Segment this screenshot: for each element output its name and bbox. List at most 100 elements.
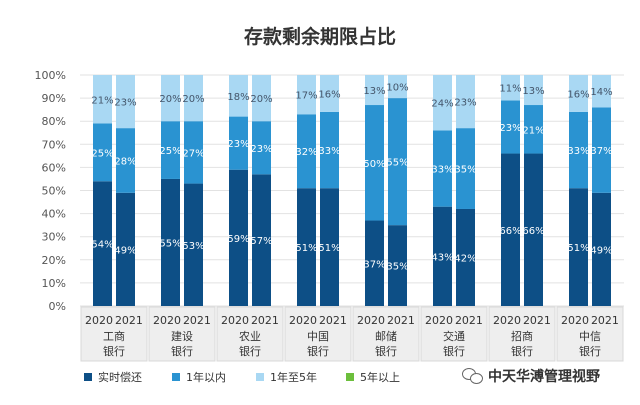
y-tick-label: 80% — [42, 115, 66, 128]
data-label: 16% — [567, 89, 589, 100]
data-label: 49% — [114, 245, 136, 256]
category-axis-cell — [284, 306, 352, 362]
data-label: 25% — [159, 146, 181, 157]
bar-segment — [524, 75, 543, 106]
data-label: 10% — [386, 83, 408, 94]
data-label: 55% — [159, 238, 181, 249]
x-bank-label: 银行 — [239, 344, 261, 358]
bar-segment — [569, 111, 588, 189]
data-label: 59% — [227, 234, 249, 245]
bar-segment — [320, 188, 339, 306]
data-label: 33% — [431, 165, 453, 176]
x-bank-label: 工商 — [103, 329, 125, 343]
y-tick-label: 30% — [42, 231, 66, 244]
x-year-label: 2020 — [425, 314, 453, 327]
data-label: 57% — [250, 236, 272, 247]
data-label: 18% — [227, 92, 249, 103]
data-label: 42% — [454, 253, 476, 264]
x-year-label: 2021 — [183, 314, 211, 327]
bar-segment — [524, 153, 543, 306]
bar-segment — [365, 220, 384, 306]
bar-segment — [93, 75, 112, 124]
data-label: 21% — [522, 125, 544, 136]
data-label: 24% — [431, 99, 453, 110]
category-axis-cell — [80, 306, 148, 362]
bar-segment — [93, 181, 112, 306]
data-label: 23% — [114, 98, 136, 109]
bar-segment — [365, 105, 384, 221]
data-label: 16% — [318, 89, 340, 100]
x-year-label: 2020 — [357, 314, 385, 327]
x-bank-label: 银行 — [103, 344, 125, 358]
data-label: 20% — [159, 94, 181, 105]
data-label: 17% — [295, 91, 317, 102]
x-year-label: 2021 — [251, 314, 279, 327]
data-label: 23% — [250, 144, 272, 155]
data-label: 23% — [499, 123, 521, 134]
x-year-label: 2021 — [523, 314, 551, 327]
bar-segment — [569, 75, 588, 112]
watermark-text: 中天华溥管理视野 — [488, 369, 600, 385]
chart-title: 存款剩余期限占比 — [243, 26, 396, 48]
data-label: 21% — [91, 95, 113, 106]
data-label: 37% — [590, 146, 612, 157]
bar-segment — [501, 100, 520, 154]
legend-label: 实时偿还 — [98, 370, 142, 384]
bar-segment — [388, 98, 407, 226]
legend-label: 1年至5年 — [270, 370, 317, 384]
x-year-label: 2021 — [319, 314, 347, 327]
bar-segment — [116, 75, 135, 129]
data-label: 23% — [227, 139, 249, 150]
bar-segment — [433, 130, 452, 207]
legend-label: 5年以上 — [360, 370, 400, 384]
y-tick-label: 50% — [42, 185, 66, 198]
bar-segment — [184, 183, 203, 306]
data-label: 51% — [318, 243, 340, 254]
legend-swatch — [256, 373, 264, 381]
data-label: 33% — [318, 146, 340, 157]
data-label: 54% — [91, 240, 113, 251]
x-bank-label: 中国 — [307, 330, 329, 343]
data-label: 35% — [386, 262, 408, 273]
bar-segment — [388, 75, 407, 99]
bar-segment — [388, 225, 407, 306]
bar-segment — [252, 121, 271, 175]
x-bank-label: 银行 — [443, 344, 465, 358]
x-year-label: 2020 — [493, 314, 521, 327]
data-label: 50% — [363, 159, 385, 170]
bar-segment — [592, 107, 611, 193]
x-year-label: 2020 — [221, 314, 249, 327]
data-label: 55% — [386, 158, 408, 169]
bar-segment — [229, 116, 248, 170]
bar-segment — [161, 121, 180, 179]
x-year-label: 2021 — [115, 314, 143, 327]
y-tick-label: 100% — [35, 69, 66, 82]
y-tick-label: 20% — [42, 254, 66, 267]
x-bank-label: 中信 — [579, 330, 601, 343]
bar-segment — [252, 174, 271, 306]
data-label: 25% — [91, 148, 113, 159]
legend-swatch — [346, 373, 354, 381]
x-year-label: 2020 — [153, 314, 181, 327]
bar-segment — [116, 192, 135, 306]
y-tick-label: 40% — [42, 208, 66, 221]
legend-swatch — [84, 373, 92, 381]
category-axis-cell — [488, 306, 556, 362]
x-bank-label: 建设 — [171, 329, 193, 343]
bar-segment — [229, 75, 248, 117]
x-bank-label: 银行 — [511, 344, 533, 358]
watermark: 中天华溥管理视野 — [462, 366, 600, 386]
data-label: 13% — [522, 86, 544, 97]
bar-segment — [297, 114, 316, 189]
bar-segment — [456, 75, 475, 129]
data-label: 51% — [567, 243, 589, 254]
y-tick-label: 10% — [42, 277, 66, 290]
x-bank-label: 农业 — [239, 329, 261, 343]
data-label: 27% — [182, 148, 204, 159]
bar-segment — [184, 121, 203, 184]
bar-segment — [433, 75, 452, 131]
bar-segment — [501, 153, 520, 306]
bar-segment — [433, 206, 452, 306]
data-label: 11% — [499, 84, 521, 95]
